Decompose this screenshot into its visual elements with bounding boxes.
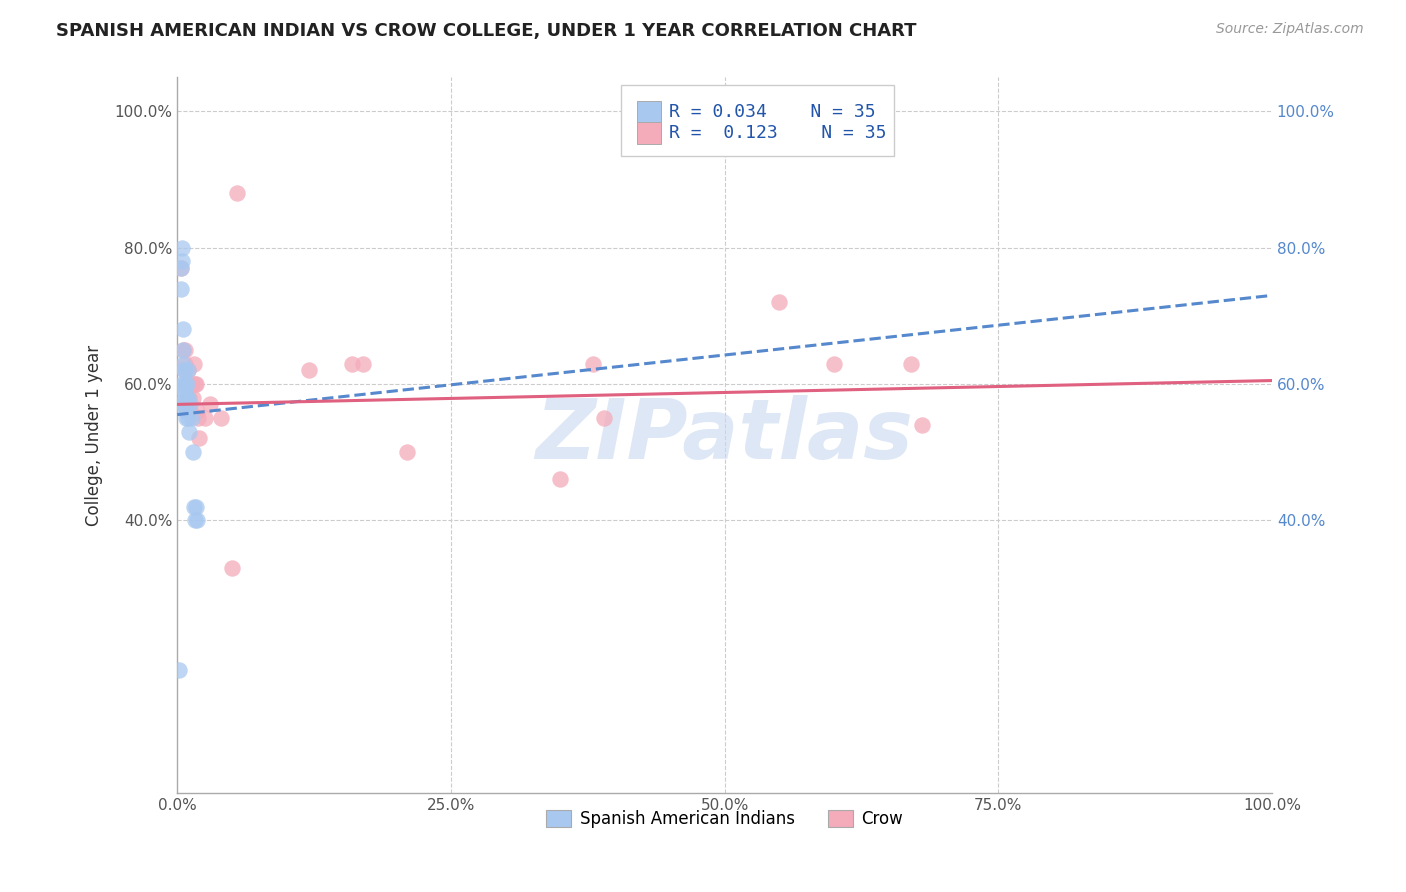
- Point: [172, 343, 194, 357]
- Point: [169, 261, 191, 276]
- FancyBboxPatch shape: [637, 122, 661, 144]
- Point: [186, 513, 208, 527]
- Point: [298, 363, 321, 377]
- Point: [593, 411, 616, 425]
- Point: [342, 357, 364, 371]
- Point: [768, 295, 790, 310]
- Point: [173, 363, 195, 377]
- Point: [352, 357, 374, 371]
- Point: [177, 411, 200, 425]
- Point: [396, 445, 419, 459]
- Point: [172, 357, 194, 371]
- Point: [179, 397, 201, 411]
- Point: [173, 397, 195, 411]
- Point: [169, 663, 191, 677]
- Point: [174, 384, 197, 398]
- Point: [177, 391, 200, 405]
- Point: [181, 391, 204, 405]
- Point: [169, 397, 191, 411]
- Point: [198, 397, 221, 411]
- Point: [173, 384, 195, 398]
- Point: [582, 357, 605, 371]
- Point: [183, 500, 205, 514]
- Point: [169, 376, 191, 391]
- Point: [180, 376, 202, 391]
- Point: [174, 343, 197, 357]
- Point: [183, 357, 205, 371]
- Point: [910, 417, 932, 432]
- Point: [173, 363, 195, 377]
- Legend: Spanish American Indians, Crow: Spanish American Indians, Crow: [540, 803, 910, 834]
- Point: [209, 411, 232, 425]
- Point: [172, 322, 194, 336]
- Point: [174, 363, 197, 377]
- FancyBboxPatch shape: [620, 85, 894, 156]
- Point: [186, 404, 208, 418]
- Point: [184, 376, 207, 391]
- Point: [174, 411, 197, 425]
- Point: [550, 472, 572, 486]
- Point: [174, 391, 197, 405]
- Text: R =  0.123    N = 35: R = 0.123 N = 35: [669, 124, 886, 142]
- Text: SPANISH AMERICAN INDIAN VS CROW COLLEGE, UNDER 1 YEAR CORRELATION CHART: SPANISH AMERICAN INDIAN VS CROW COLLEGE,…: [56, 22, 917, 40]
- Point: [900, 357, 922, 371]
- Point: [176, 391, 198, 405]
- Point: [184, 513, 207, 527]
- Point: [172, 343, 194, 357]
- Point: [174, 376, 197, 391]
- Point: [184, 376, 207, 391]
- Point: [221, 561, 243, 575]
- Y-axis label: College, Under 1 year: College, Under 1 year: [86, 344, 103, 525]
- Point: [179, 391, 201, 405]
- Point: [174, 357, 197, 371]
- Point: [176, 376, 198, 391]
- Point: [226, 186, 249, 201]
- Text: R = 0.034    N = 35: R = 0.034 N = 35: [669, 103, 876, 120]
- FancyBboxPatch shape: [637, 101, 661, 122]
- Point: [170, 254, 193, 268]
- Text: ZIPatlas: ZIPatlas: [536, 394, 914, 475]
- Point: [179, 425, 201, 439]
- Point: [177, 363, 200, 377]
- Point: [174, 397, 197, 411]
- Point: [176, 391, 198, 405]
- Point: [177, 363, 200, 377]
- Point: [176, 404, 198, 418]
- Point: [173, 376, 195, 391]
- Point: [179, 404, 201, 418]
- Point: [188, 432, 211, 446]
- Point: [169, 282, 191, 296]
- Point: [181, 445, 204, 459]
- Point: [174, 404, 197, 418]
- Point: [180, 411, 202, 425]
- Text: Source: ZipAtlas.com: Source: ZipAtlas.com: [1216, 22, 1364, 37]
- Point: [187, 411, 209, 425]
- Point: [176, 397, 198, 411]
- Point: [169, 261, 191, 276]
- Point: [194, 411, 217, 425]
- Point: [823, 357, 845, 371]
- Point: [170, 241, 193, 255]
- Point: [184, 500, 207, 514]
- Point: [174, 376, 197, 391]
